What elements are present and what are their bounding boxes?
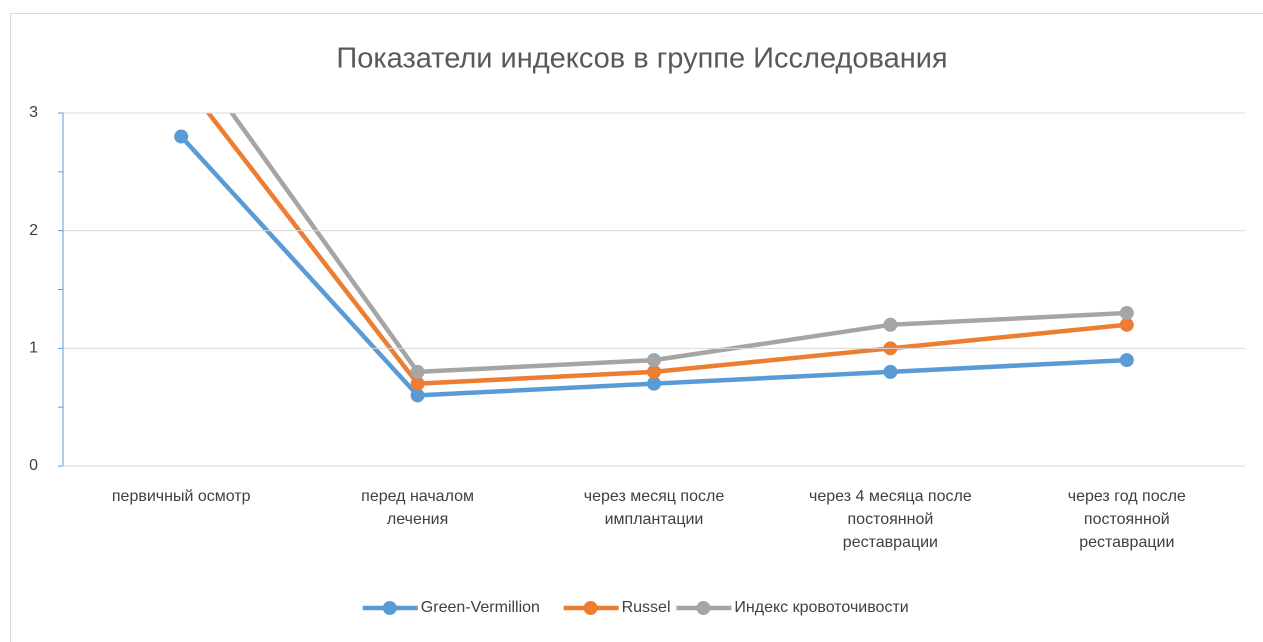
series-marker	[883, 364, 898, 379]
y-tick-label: 0	[29, 457, 38, 474]
legend-label: Green-Vermillion	[421, 599, 540, 616]
legend-label: Russel	[622, 599, 671, 616]
y-tick-label: 2	[29, 222, 38, 239]
chart-title: Показатели индексов в группе Исследовани…	[336, 43, 947, 75]
legend-marker	[382, 601, 397, 615]
chart-border	[10, 13, 1263, 642]
legend-marker	[583, 601, 598, 615]
legend-label: Индекс кровоточивости	[734, 599, 908, 616]
series-marker	[1119, 353, 1134, 368]
plot-area	[174, 35, 1134, 403]
x-tick-label: перед началом лечения	[361, 488, 474, 528]
x-tick-label: через 4 месяца после постоянной реставра…	[809, 488, 972, 551]
x-tick-label: через год после постоянной реставрации	[1067, 488, 1186, 551]
series-marker	[1119, 317, 1134, 332]
series-marker	[647, 364, 661, 379]
series-marker	[410, 376, 425, 391]
series-marker	[410, 388, 425, 403]
series-marker	[883, 317, 898, 332]
x-tick-label: через месяц после имплантации	[583, 488, 725, 528]
series-marker	[174, 71, 188, 85]
series-marker	[647, 376, 661, 391]
series-line	[229, 113, 1127, 375]
series-marker	[174, 129, 189, 144]
series-marker	[174, 35, 188, 49]
y-tick-label: 1	[29, 340, 38, 357]
series-marker	[410, 364, 425, 379]
series-marker	[647, 353, 661, 368]
legend-marker	[696, 601, 711, 615]
series-marker	[1119, 306, 1134, 321]
y-tick-label: 3	[29, 104, 38, 121]
x-tick-label: первичный осмотр	[111, 488, 251, 505]
